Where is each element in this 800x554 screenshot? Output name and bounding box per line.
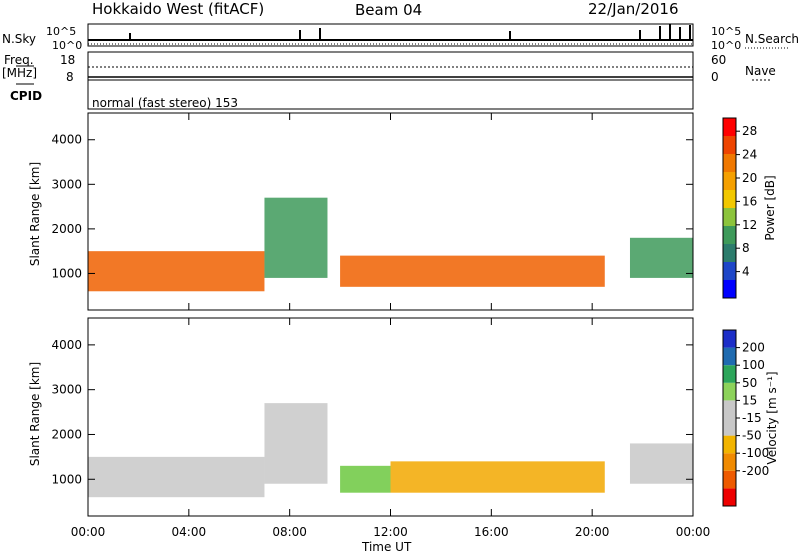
colorbar-tick-label: 12: [742, 218, 757, 232]
colorbar-segment: [723, 136, 736, 154]
freq-panel-frame: [87, 51, 694, 81]
nave-tick-top: 60: [711, 53, 727, 67]
date-label: 22/Jan/2016: [588, 0, 679, 18]
freq-unit: [MHz]: [2, 66, 38, 80]
colorbar-tick-label: 15: [742, 393, 757, 407]
freq-tick-top: 18: [60, 53, 76, 67]
echo-region: [88, 456, 265, 498]
colorbar-segment: [723, 488, 736, 506]
beam-label: Beam 04: [355, 1, 423, 19]
y-tick-label: 1000: [51, 472, 82, 486]
colorbar-segment: [723, 382, 736, 401]
y-tick-label: 2000: [51, 222, 82, 236]
freq-tick-bottom: 8: [66, 70, 74, 84]
colorbar-segment: [723, 470, 736, 489]
colorbar-segment: [723, 244, 736, 262]
station-title: Hokkaido West (fitACF): [92, 0, 265, 18]
cpid-text: normal (fast stereo) 153: [92, 96, 239, 110]
colorbar-tick-label: 100: [742, 358, 765, 372]
colorbar-tick-label: 8: [742, 241, 750, 255]
x-tick-label: 16:00: [474, 525, 509, 539]
colorbar-frame: [722, 117, 737, 299]
colorbar-tick-label: -200: [742, 464, 769, 478]
colorbar-tick-label: 50: [742, 376, 757, 390]
colorbar-tick-label: 28: [742, 124, 757, 138]
nsearch-tick-top: 10^5: [711, 25, 742, 38]
y-tick-label: 2000: [51, 427, 82, 441]
echo-region: [264, 197, 328, 278]
nsearch-tick-bottom: 10^0: [711, 39, 742, 52]
cpid-panel-frame: [87, 79, 694, 110]
colorbar-tick-label: 16: [742, 194, 757, 208]
echo-region: [88, 251, 265, 292]
colorbar-tick-label: 200: [742, 341, 765, 355]
echo-region: [629, 443, 693, 484]
colorbar-tick-label: -50: [742, 429, 762, 443]
y-tick-label: 1000: [51, 266, 82, 280]
colorbar-segment: [723, 400, 736, 418]
nsky-tick-top: 10^5: [46, 25, 77, 38]
x-tick-label: 08:00: [272, 525, 307, 539]
y-tick-label: 3000: [51, 383, 82, 397]
colorbar-segment: [723, 154, 736, 172]
nsearch-label: N.Search: [745, 32, 800, 46]
nsky-panel-frame: [87, 23, 694, 47]
echo-region: [340, 465, 391, 493]
cpid-label: CPID: [10, 89, 43, 103]
y-tick-label: 3000: [51, 177, 82, 191]
x-tick-label: 04:00: [172, 525, 207, 539]
colorbar-segment: [723, 347, 736, 366]
x-tick-label: 00:00: [71, 525, 106, 539]
colorbar-segment: [723, 118, 736, 136]
colorbar-segment: [723, 208, 736, 226]
echo-region: [390, 461, 605, 493]
colorbar-segment: [723, 435, 736, 454]
colorbar-tick-label: 20: [742, 171, 757, 185]
x-tick-label: 12:00: [373, 525, 408, 539]
colorbar-segment: [723, 226, 736, 244]
colorbar-segment: [723, 418, 736, 436]
x-tick-label: 20:00: [575, 525, 610, 539]
nave-tick-bottom: 0: [711, 70, 719, 84]
echo-region: [629, 237, 693, 278]
colorbar-tick-label: -15: [742, 411, 762, 425]
xaxis-label: Time UT: [362, 540, 412, 554]
colorbar-segment: [723, 330, 736, 348]
colorbar-segment: [723, 190, 736, 208]
y-tick-label: 4000: [51, 133, 82, 147]
x-tick-label: 00:00: [676, 525, 711, 539]
colorbar-segment: [723, 262, 736, 280]
colorbar-tick-label: 4: [742, 265, 750, 279]
colorbar-segment: [723, 172, 736, 190]
colorbar-segment: [723, 365, 736, 383]
freq-label: Freq.: [4, 53, 34, 67]
nsky-tick-bottom: 10^0: [52, 39, 83, 52]
colorbar-segment: [723, 280, 736, 298]
echo-region: [264, 403, 328, 484]
echo-region: [340, 255, 605, 287]
colorbar-tick-label: -100: [742, 446, 769, 460]
y-tick-label: 4000: [51, 338, 82, 352]
nsky-label: N.Sky: [2, 32, 37, 46]
nave-label: Nave: [745, 64, 776, 78]
colorbar-tick-label: 24: [742, 148, 757, 162]
colorbar-segment: [723, 453, 736, 471]
